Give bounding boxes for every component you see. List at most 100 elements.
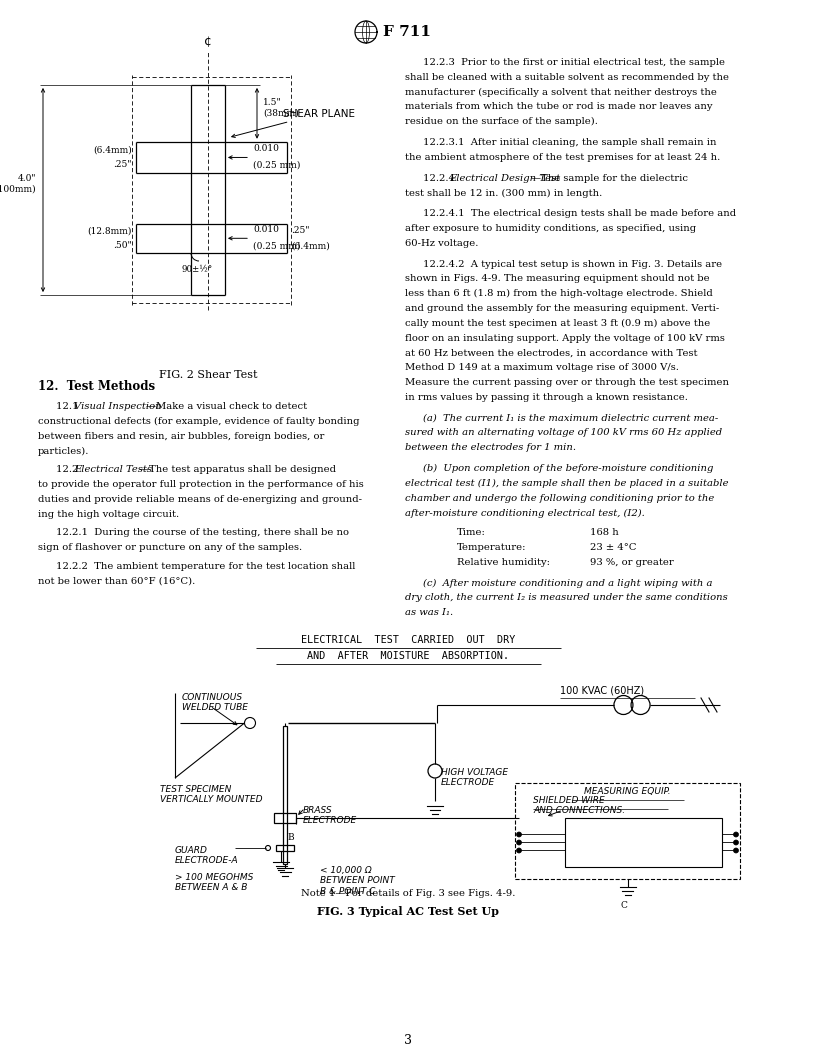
Text: ELECTRICAL  TEST  CARRIED  OUT  DRY: ELECTRICAL TEST CARRIED OUT DRY [301,635,515,645]
Text: 12.2.2  The ambient temperature for the test location shall: 12.2.2 The ambient temperature for the t… [56,562,356,571]
Text: between fibers and resin, air bubbles, foreign bodies, or: between fibers and resin, air bubbles, f… [38,432,325,440]
Text: 12.2.3.1  After initial cleaning, the sample shall remain in: 12.2.3.1 After initial cleaning, the sam… [423,138,716,147]
Text: 4.0"
(100mm): 4.0" (100mm) [0,174,36,193]
Text: 12.2.4.2  A typical test setup is shown in Fig. 3. Details are: 12.2.4.2 A typical test setup is shown i… [423,260,722,268]
Bar [274,813,296,823]
Text: —The sample for the dielectric: —The sample for the dielectric [531,173,688,183]
Text: > 100 MEGOHMS
BETWEEN A & B: > 100 MEGOHMS BETWEEN A & B [175,873,254,892]
Text: manufacturer (specifically a solvent that neither destroys the: manufacturer (specifically a solvent tha… [405,88,717,97]
Text: the ambient atmosphere of the test premises for at least 24 h.: the ambient atmosphere of the test premi… [405,153,721,162]
Text: 12.  Test Methods: 12. Test Methods [38,380,155,393]
Text: (6.4mm): (6.4mm) [291,242,330,250]
Text: Electrical Design Test: Electrical Design Test [449,173,560,183]
Text: GUARD
ELECTRODE-A: GUARD ELECTRODE-A [175,846,238,866]
Text: and ground the assembly for the measuring equipment. Verti-: and ground the assembly for the measurin… [405,304,719,313]
Text: 0.010: 0.010 [253,225,279,234]
Text: cally mount the test specimen at least 3 ft (0.9 m) above the: cally mount the test specimen at least 3… [405,319,710,328]
Text: 12.1: 12.1 [56,402,82,411]
Text: .50": .50" [113,242,132,250]
Text: (12.8mm): (12.8mm) [87,226,132,235]
Text: less than 6 ft (1.8 m) from the high-voltage electrode. Shield: less than 6 ft (1.8 m) from the high-vol… [405,289,712,299]
Text: 12.2.4.1  The electrical design tests shall be made before and: 12.2.4.1 The electrical design tests sha… [423,209,736,219]
Circle shape [734,840,738,845]
Text: —The test apparatus shall be designed: —The test apparatus shall be designed [139,466,336,474]
Text: 93 %, or greater: 93 %, or greater [590,558,674,567]
Text: —Make a visual check to detect: —Make a visual check to detect [146,402,307,411]
Text: Visual Inspection: Visual Inspection [74,402,162,411]
Bar [565,818,722,867]
Text: 0.010: 0.010 [253,145,279,153]
Circle shape [734,832,738,837]
Text: after exposure to humidity conditions, as specified, using: after exposure to humidity conditions, a… [405,224,696,233]
Text: MEASURING EQUIP.: MEASURING EQUIP. [584,787,671,796]
Text: (c)  After moisture conditioning and a light wiping with a: (c) After moisture conditioning and a li… [423,579,712,588]
Text: duties and provide reliable means of de-energizing and ground-: duties and provide reliable means of de-… [38,495,362,504]
Text: particles).: particles). [38,447,90,455]
Text: HIGH VOLTAGE
ELECTRODE: HIGH VOLTAGE ELECTRODE [441,768,508,788]
Text: at 60 Hz between the electrodes, in accordance with Test: at 60 Hz between the electrodes, in acco… [405,348,698,357]
Text: (b)  Upon completion of the before-moisture conditioning: (b) Upon completion of the before-moistu… [423,464,713,473]
Text: constructional defects (for example, evidence of faulty bonding: constructional defects (for example, evi… [38,417,360,426]
Text: (0.25 mm): (0.25 mm) [253,161,300,169]
Text: 3: 3 [404,1034,412,1046]
Circle shape [517,848,521,853]
Text: 23 ± 4°C: 23 ± 4°C [590,543,636,552]
Text: (6.4mm): (6.4mm) [93,146,132,154]
Bar [283,725,287,864]
Bar [276,845,294,851]
Circle shape [517,840,521,845]
Text: Method D 149 at a maximum voltage rise of 3000 V/s.: Method D 149 at a maximum voltage rise o… [405,363,679,372]
Text: in rms values by passing it through a known resistance.: in rms values by passing it through a kn… [405,393,688,401]
Text: 60-Hz voltage.: 60-Hz voltage. [405,239,478,248]
Text: .25": .25" [113,161,132,169]
Text: after-moisture conditioning electrical test, (I2).: after-moisture conditioning electrical t… [405,508,645,517]
Text: SHEAR PLANE: SHEAR PLANE [232,109,355,137]
Text: F 711: F 711 [383,25,431,39]
Text: Measure the current passing over or through the test specimen: Measure the current passing over or thro… [405,378,729,386]
Text: C: C [620,901,627,910]
Text: chamber and undergo the following conditioning prior to the: chamber and undergo the following condit… [405,493,714,503]
Text: SHIELDED WIRE
AND CONNECTIONS.: SHIELDED WIRE AND CONNECTIONS. [533,796,625,815]
Text: B: B [287,833,294,842]
Text: AND  AFTER  MOISTURE  ABSORPTION.: AND AFTER MOISTURE ABSORPTION. [307,650,509,661]
Text: 12.2.3  Prior to the first or initial electrical test, the sample: 12.2.3 Prior to the first or initial ele… [423,58,725,67]
Text: (a)  The current I₁ is the maximum dielectric current mea-: (a) The current I₁ is the maximum dielec… [423,414,718,422]
Circle shape [734,848,738,853]
Text: 100 KVAC (60HZ): 100 KVAC (60HZ) [560,686,644,696]
Text: 90±½°: 90±½° [181,265,213,274]
Text: (0.25 mm): (0.25 mm) [253,242,300,250]
Circle shape [517,832,521,837]
Text: FIG. 2 Shear Test: FIG. 2 Shear Test [159,370,257,380]
Text: test shall be 12 in. (300 mm) in length.: test shall be 12 in. (300 mm) in length. [405,188,602,197]
Bar [515,782,740,879]
Text: shall be cleaned with a suitable solvent as recommended by the: shall be cleaned with a suitable solvent… [405,73,729,81]
Text: sign of flashover or puncture on any of the samples.: sign of flashover or puncture on any of … [38,543,302,552]
Text: < 10,000 Ω
BETWEEN POINT
B & POINT C: < 10,000 Ω BETWEEN POINT B & POINT C [320,866,395,895]
Text: CONTINUOUS
WELDED TUBE: CONTINUOUS WELDED TUBE [182,693,248,713]
Text: between the electrodes for 1 min.: between the electrodes for 1 min. [405,444,576,452]
Text: ¢: ¢ [204,35,212,48]
Text: Temperature:: Temperature: [457,543,526,552]
Text: Relative humidity:: Relative humidity: [457,558,550,567]
Text: materials from which the tube or rod is made nor leaves any: materials from which the tube or rod is … [405,102,712,111]
Text: 12.2.4: 12.2.4 [423,173,461,183]
Text: Electrical Tests: Electrical Tests [74,466,152,474]
Text: not be lower than 60°F (16°C).: not be lower than 60°F (16°C). [38,577,195,586]
Text: .25": .25" [291,226,309,235]
Text: FIG. 3 Typical AC Test Set Up: FIG. 3 Typical AC Test Set Up [317,906,499,917]
Text: 12.2: 12.2 [56,466,82,474]
Text: shown in Figs. 4-9. The measuring equipment should not be: shown in Figs. 4-9. The measuring equipm… [405,275,710,283]
Text: 1.5"
(38mm): 1.5" (38mm) [263,97,299,117]
Text: sured with an alternating voltage of 100 kV rms 60 Hz applied: sured with an alternating voltage of 100… [405,429,722,437]
Text: Note 1—For details of Fig. 3 see Figs. 4-9.: Note 1—For details of Fig. 3 see Figs. 4… [301,889,515,898]
Text: electrical test (I1), the sample shall then be placed in a suitable: electrical test (I1), the sample shall t… [405,478,729,488]
Text: TEST SPECIMEN
VERTICALLY MOUNTED: TEST SPECIMEN VERTICALLY MOUNTED [160,785,263,805]
Text: residue on the surface of the sample).: residue on the surface of the sample). [405,117,598,127]
Text: to provide the operator full protection in the performance of his: to provide the operator full protection … [38,480,364,489]
Text: BRASS
ELECTRODE: BRASS ELECTRODE [303,806,357,826]
Text: dry cloth, the current I₂ is measured under the same conditions: dry cloth, the current I₂ is measured un… [405,593,728,602]
Text: floor on an insulating support. Apply the voltage of 100 kV rms: floor on an insulating support. Apply th… [405,334,725,342]
Text: as was I₁.: as was I₁. [405,608,453,617]
Text: Time:: Time: [457,528,486,538]
Text: 168 h: 168 h [590,528,619,538]
